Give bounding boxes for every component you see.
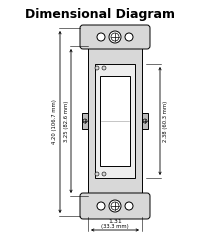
Text: Dimensional Diagram: Dimensional Diagram xyxy=(25,8,175,21)
Circle shape xyxy=(109,200,121,212)
Circle shape xyxy=(125,202,133,210)
Bar xyxy=(95,64,135,178)
Circle shape xyxy=(97,33,105,41)
Text: 2.38 (60.3 mm): 2.38 (60.3 mm) xyxy=(163,100,168,141)
Circle shape xyxy=(125,33,133,41)
Bar xyxy=(100,76,130,166)
Circle shape xyxy=(95,66,99,70)
Bar xyxy=(88,46,142,196)
FancyBboxPatch shape xyxy=(80,193,150,219)
Bar xyxy=(142,113,148,129)
FancyBboxPatch shape xyxy=(80,25,150,49)
Bar xyxy=(82,113,88,129)
Text: 3.25 (82.6 mm): 3.25 (82.6 mm) xyxy=(64,100,69,142)
Circle shape xyxy=(97,202,105,210)
Text: 1.31: 1.31 xyxy=(108,219,122,224)
Text: 4.20 (106.7 mm): 4.20 (106.7 mm) xyxy=(52,100,57,144)
Circle shape xyxy=(109,31,121,43)
Circle shape xyxy=(111,33,119,41)
Circle shape xyxy=(111,202,119,210)
Circle shape xyxy=(102,172,106,176)
Circle shape xyxy=(95,172,99,176)
Circle shape xyxy=(102,66,106,70)
Text: (33.3 mm): (33.3 mm) xyxy=(101,224,129,229)
